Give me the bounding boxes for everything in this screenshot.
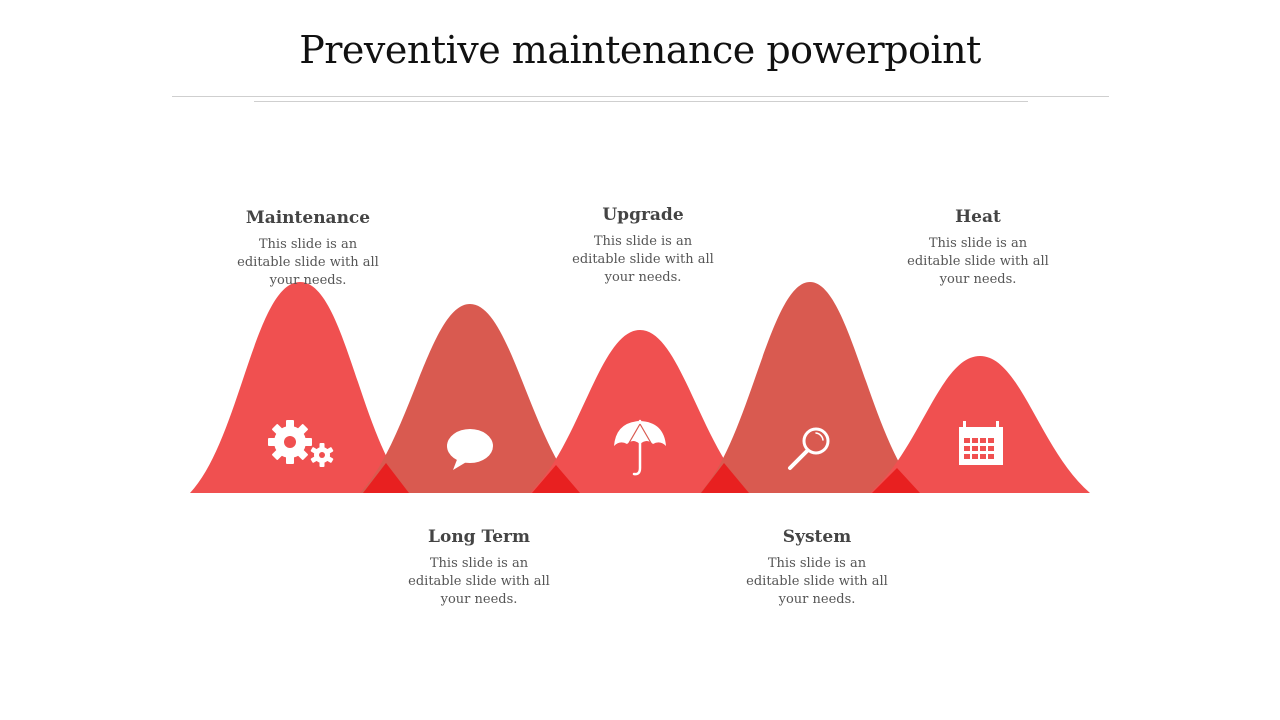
- overlap-2: [532, 465, 580, 493]
- gears-icon: [268, 420, 334, 467]
- callout-title: Heat: [955, 207, 1001, 227]
- callout-title: System: [782, 527, 852, 547]
- callout-title: Long Term: [428, 527, 530, 547]
- peak-upgrade: [530, 330, 750, 493]
- callout-text: This slide is an editable slide with all…: [907, 236, 1049, 287]
- callout-text: This slide is an editable slide with all…: [746, 556, 888, 607]
- overlap-1: [363, 463, 409, 493]
- callout-title: Maintenance: [245, 208, 371, 228]
- callout-text: This slide is an editable slide with all…: [237, 237, 379, 288]
- callout-system: System This slide is an editable slide w…: [717, 527, 917, 609]
- title-divider-top: [172, 96, 1109, 97]
- calendar-icon: [959, 421, 1003, 465]
- slide-title: Preventive maintenance powerpoint: [299, 28, 981, 72]
- callout-heat: Heat This slide is an editable slide wit…: [878, 207, 1078, 289]
- umbrella-icon: [614, 419, 666, 476]
- callout-text: This slide is an editable slide with all…: [408, 556, 550, 607]
- callout-title: Upgrade: [602, 205, 684, 225]
- peak-system: [700, 282, 920, 493]
- callout-text: This slide is an editable slide with all…: [572, 234, 714, 285]
- title-divider-bottom: [254, 101, 1028, 102]
- callout-maintenance: Maintenance This slide is an editable sl…: [208, 208, 408, 290]
- magnifier-icon: [788, 427, 830, 470]
- peak-long-term: [360, 304, 580, 493]
- peak-maintenance: [190, 282, 410, 493]
- overlap-3: [701, 463, 749, 493]
- callout-long-term: Long Term This slide is an editable slid…: [379, 527, 579, 609]
- callout-upgrade: Upgrade This slide is an editable slide …: [543, 205, 743, 287]
- peak-heat: [870, 356, 1090, 493]
- speech-bubble-icon: [447, 429, 493, 470]
- overlap-4: [872, 468, 920, 493]
